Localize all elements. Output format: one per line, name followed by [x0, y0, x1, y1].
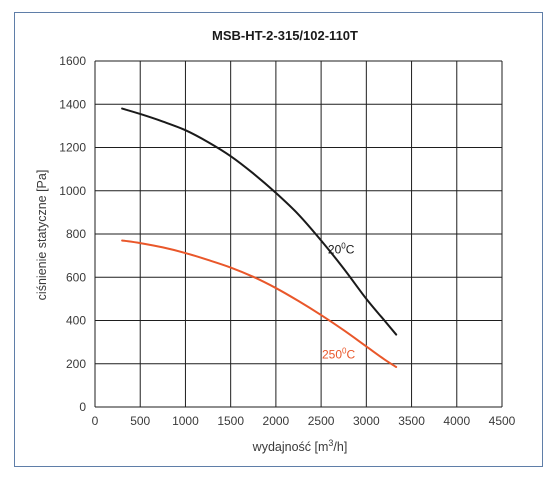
- chart-title: MSB-HT-2-315/102-110T: [212, 28, 358, 43]
- x-tick-label: 4000: [443, 414, 470, 428]
- y-tick-label: 1200: [59, 141, 86, 155]
- x-tick-label: 3000: [353, 414, 380, 428]
- tick-labels: 0 500 1000 1500 2000 2500 3000 3500 4000 4500 0 200…: [59, 54, 515, 428]
- x-tick-label: 2000: [263, 414, 290, 428]
- x-tick-label: 4500: [489, 414, 516, 428]
- y-tick-label: 0: [79, 400, 86, 414]
- series-label-0: 200C: [328, 241, 355, 256]
- y-tick-label: 800: [66, 227, 86, 241]
- y-tick-label: 1000: [59, 184, 86, 198]
- chart-frame: 0 500 1000 1500 2000 2500 3000 3500 4000 4500 0 200…: [14, 12, 543, 467]
- series-labels: 200C 2500C: [322, 241, 355, 361]
- y-axis-label: ciśnienie statyczne [Pa]: [35, 170, 49, 301]
- series-line-0: [121, 107, 398, 336]
- x-tick-label: 3500: [398, 414, 425, 428]
- y-tick-label: 1600: [59, 54, 86, 68]
- y-tick-label: 200: [66, 357, 86, 371]
- x-tick-label: 0: [92, 414, 99, 428]
- chart: 0 500 1000 1500 2000 2500 3000 3500 4000 4500 0 200…: [35, 28, 516, 454]
- series-lines: [121, 107, 398, 368]
- y-tick-label: 400: [66, 314, 86, 328]
- x-tick-label: 500: [130, 414, 150, 428]
- x-tick-label: 2500: [308, 414, 335, 428]
- series-line-1: [121, 239, 398, 368]
- y-tick-label: 1400: [59, 97, 86, 111]
- x-axis-label-tail: /h]: [333, 440, 347, 454]
- x-axis-label: wydajność [m3/h]: [252, 438, 348, 454]
- x-tick-label: 1500: [217, 414, 244, 428]
- grid: [94, 60, 503, 408]
- x-axis-label-text: wydajność [m: [252, 440, 329, 454]
- y-tick-label: 600: [66, 270, 86, 284]
- x-axis-label-sup: 3: [328, 438, 333, 448]
- series-label-1: 2500C: [322, 346, 355, 361]
- x-tick-label: 1000: [172, 414, 199, 428]
